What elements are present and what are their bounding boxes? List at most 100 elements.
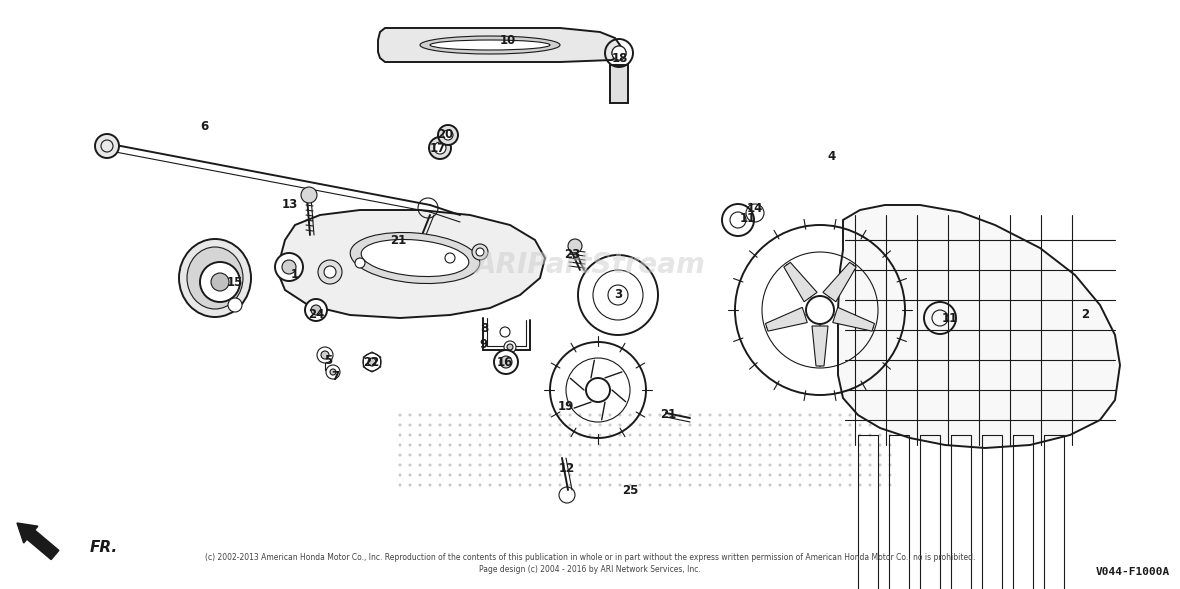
Circle shape: [618, 484, 622, 487]
Circle shape: [739, 413, 741, 416]
Circle shape: [728, 484, 732, 487]
Circle shape: [569, 444, 571, 446]
Circle shape: [529, 484, 531, 487]
Circle shape: [678, 484, 682, 487]
Circle shape: [629, 444, 631, 446]
Polygon shape: [378, 28, 622, 62]
Circle shape: [275, 253, 303, 281]
Circle shape: [658, 444, 662, 446]
Circle shape: [839, 413, 841, 416]
Circle shape: [558, 413, 562, 416]
Circle shape: [489, 423, 492, 426]
Circle shape: [199, 262, 240, 302]
Circle shape: [708, 434, 712, 436]
Circle shape: [678, 413, 682, 416]
Text: 18: 18: [611, 51, 628, 65]
Text: 11: 11: [740, 211, 756, 224]
Circle shape: [878, 454, 881, 456]
Circle shape: [509, 434, 511, 436]
Circle shape: [399, 444, 401, 446]
Bar: [610, 65, 628, 103]
Text: 4: 4: [828, 151, 837, 164]
Circle shape: [468, 434, 472, 436]
Circle shape: [788, 484, 792, 487]
Circle shape: [428, 423, 432, 426]
Circle shape: [708, 423, 712, 426]
Circle shape: [549, 454, 551, 456]
Circle shape: [428, 444, 432, 446]
Circle shape: [779, 423, 781, 426]
Circle shape: [500, 356, 512, 368]
Circle shape: [768, 444, 772, 446]
Circle shape: [788, 474, 792, 477]
Circle shape: [618, 464, 622, 466]
Circle shape: [494, 350, 518, 374]
Circle shape: [848, 423, 852, 426]
Circle shape: [859, 464, 861, 466]
Circle shape: [448, 413, 452, 416]
Circle shape: [779, 474, 781, 477]
Circle shape: [708, 474, 712, 477]
Circle shape: [728, 413, 732, 416]
Circle shape: [498, 423, 502, 426]
Circle shape: [489, 454, 492, 456]
Circle shape: [489, 474, 492, 477]
Circle shape: [878, 413, 881, 416]
Circle shape: [779, 413, 781, 416]
Circle shape: [889, 444, 892, 446]
Circle shape: [509, 454, 511, 456]
Circle shape: [728, 464, 732, 466]
Circle shape: [549, 474, 551, 477]
Circle shape: [669, 444, 671, 446]
Circle shape: [788, 454, 792, 456]
Circle shape: [498, 484, 502, 487]
Circle shape: [569, 434, 571, 436]
Circle shape: [678, 474, 682, 477]
Circle shape: [799, 423, 801, 426]
Circle shape: [558, 464, 562, 466]
Circle shape: [708, 454, 712, 456]
Circle shape: [719, 423, 721, 426]
Circle shape: [618, 444, 622, 446]
Circle shape: [569, 413, 571, 416]
Circle shape: [759, 484, 761, 487]
Circle shape: [448, 423, 452, 426]
Circle shape: [728, 474, 732, 477]
Circle shape: [848, 454, 852, 456]
Circle shape: [699, 464, 701, 466]
Circle shape: [799, 434, 801, 436]
Circle shape: [629, 474, 631, 477]
Circle shape: [439, 444, 441, 446]
Circle shape: [719, 444, 721, 446]
Circle shape: [428, 474, 432, 477]
Circle shape: [598, 444, 602, 446]
Circle shape: [638, 444, 642, 446]
Circle shape: [609, 423, 611, 426]
Circle shape: [649, 484, 651, 487]
Circle shape: [363, 353, 381, 371]
Circle shape: [589, 474, 591, 477]
Circle shape: [419, 474, 421, 477]
Circle shape: [748, 444, 752, 446]
Circle shape: [828, 464, 832, 466]
Circle shape: [355, 258, 365, 268]
Circle shape: [699, 434, 701, 436]
Circle shape: [708, 413, 712, 416]
Circle shape: [569, 464, 571, 466]
Circle shape: [638, 474, 642, 477]
Circle shape: [609, 464, 611, 466]
Ellipse shape: [430, 40, 550, 50]
Circle shape: [649, 454, 651, 456]
Circle shape: [448, 474, 452, 477]
Circle shape: [848, 474, 852, 477]
Circle shape: [678, 434, 682, 436]
Circle shape: [748, 434, 752, 436]
Circle shape: [728, 423, 732, 426]
Circle shape: [828, 423, 832, 426]
Circle shape: [419, 413, 421, 416]
Circle shape: [768, 413, 772, 416]
Circle shape: [489, 444, 492, 446]
Text: (c) 2002-2013 American Honda Motor Co., Inc. Reproduction of the contents of thi: (c) 2002-2013 American Honda Motor Co., …: [205, 552, 975, 561]
Text: 11: 11: [942, 312, 958, 325]
Circle shape: [779, 444, 781, 446]
